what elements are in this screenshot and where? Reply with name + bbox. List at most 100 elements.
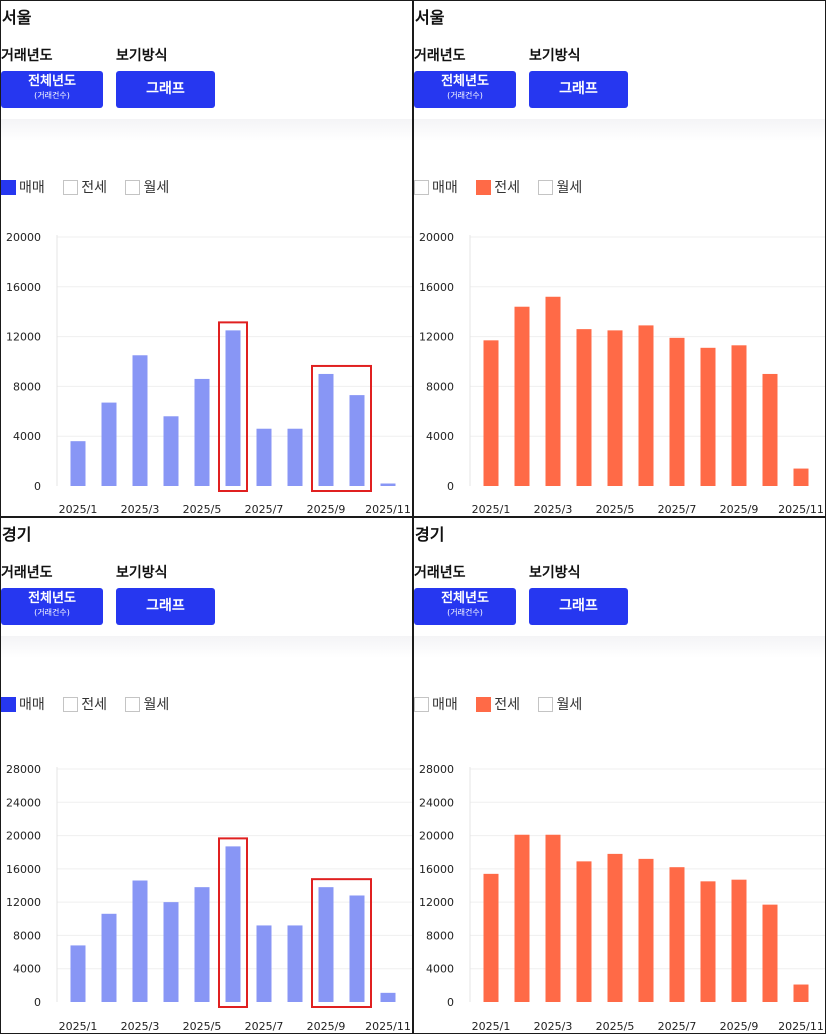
legend: 매매 전세 월세: [1, 177, 183, 197]
legend-item-jeonse[interactable]: 전세: [476, 177, 520, 197]
legend-label: 월세: [556, 180, 583, 196]
bar: [793, 468, 809, 486]
legend-item-sale[interactable]: 매매: [414, 177, 458, 197]
checkbox-icon[interactable]: [63, 697, 79, 712]
year-button-sublabel: (거래건수): [447, 91, 483, 100]
x-tick-label: 2025/9: [307, 1020, 346, 1033]
y-tick-label: 12000: [6, 331, 41, 344]
legend-label: 매매: [432, 697, 458, 713]
bar: [607, 330, 623, 486]
checkbox-icon[interactable]: [476, 697, 492, 712]
bar: [287, 925, 303, 1002]
legend-item-monthly[interactable]: 월세: [125, 694, 169, 714]
view-mode-button[interactable]: 그래프: [529, 71, 628, 108]
x-tick-label: 2025/1: [59, 503, 98, 516]
bar: [225, 846, 241, 1002]
legend-item-sale[interactable]: 매매: [1, 177, 45, 197]
legend-item-sale[interactable]: 매매: [1, 694, 45, 714]
bar: [256, 925, 272, 1002]
region-title: 서울: [2, 8, 32, 27]
checkbox-icon[interactable]: [63, 180, 79, 195]
x-tick-label: 2025/1: [59, 1020, 98, 1033]
checkbox-icon[interactable]: [476, 180, 492, 195]
bar: [762, 904, 778, 1002]
checkbox-icon[interactable]: [1, 697, 16, 712]
bar: [349, 895, 365, 1002]
chart-panel-gyeonggi-sale: 경기 거래년도 보기방식 전체년도 (거래건수) 그래프 매매 전세 월세 0 4…: [0, 517, 413, 1034]
bar: [318, 887, 334, 1002]
view-label: 보기방식: [529, 565, 581, 581]
y-tick-label: 4000: [426, 963, 454, 976]
legend-item-jeonse[interactable]: 전세: [63, 177, 107, 197]
legend-item-jeonse[interactable]: 전세: [63, 694, 107, 714]
year-button-sublabel: (거래건수): [447, 608, 483, 617]
y-tick-label: 0: [34, 996, 41, 1009]
y-tick-label: 16000: [6, 863, 41, 876]
view-mode-button[interactable]: 그래프: [116, 71, 215, 108]
y-tick-label: 0: [447, 996, 454, 1009]
y-tick-label: 8000: [13, 380, 41, 393]
year-button-label: 전체년도: [441, 591, 489, 606]
checkbox-icon[interactable]: [1, 180, 16, 195]
year-select-button[interactable]: 전체년도 (거래건수): [1, 71, 103, 108]
legend: 매매 전세 월세: [1, 694, 183, 714]
y-tick-label: 0: [34, 480, 41, 493]
x-tick-label: 2025/5: [596, 1020, 635, 1033]
x-tick-label: 2025/7: [245, 1020, 284, 1033]
bar: [483, 340, 499, 486]
year-select-button[interactable]: 전체년도 (거래건수): [1, 588, 103, 625]
bar: [576, 861, 592, 1002]
legend-item-jeonse[interactable]: 전세: [476, 694, 520, 714]
x-tick-label: 2025/3: [121, 503, 160, 516]
y-tick-label: 4000: [13, 430, 41, 443]
section-divider: [414, 636, 825, 658]
x-tick-label: 2025/9: [720, 503, 759, 516]
bar: [731, 879, 747, 1002]
checkbox-icon[interactable]: [125, 697, 141, 712]
chart-panel-seoul-jeonse: 서울 거래년도 보기방식 전체년도 (거래건수) 그래프 매매 전세 월세 0 4…: [413, 0, 826, 517]
legend-label: 월세: [143, 697, 170, 713]
bar-chart: 0 4000 8000 12000 16000 20000 24000 28000 2025/1…: [419, 763, 825, 1033]
region-title: 서울: [415, 8, 445, 27]
x-tick-label: 2025/3: [534, 1020, 573, 1033]
legend-label: 전세: [494, 697, 520, 713]
bar: [638, 858, 654, 1002]
x-tick-label: 2025/11: [365, 503, 411, 516]
x-tick-label: 2025/5: [596, 503, 635, 516]
bar: [669, 867, 685, 1002]
year-select-button[interactable]: 전체년도 (거래건수): [414, 71, 516, 108]
legend-label: 전세: [81, 697, 107, 713]
region-title: 경기: [415, 525, 445, 544]
x-tick-label: 2025/3: [121, 1020, 160, 1033]
legend-label: 월세: [556, 697, 583, 713]
bar: [256, 428, 272, 486]
bar: [318, 373, 334, 486]
y-tick-label: 16000: [419, 281, 454, 294]
checkbox-icon[interactable]: [414, 180, 429, 195]
x-tick-label: 2025/11: [778, 1020, 824, 1033]
year-select-button[interactable]: 전체년도 (거래건수): [414, 588, 516, 625]
bar-chart: 0 4000 8000 12000 16000 20000 2025/1 2025/3 2025…: [419, 231, 825, 516]
checkbox-icon[interactable]: [538, 180, 554, 195]
x-tick-label: 2025/11: [365, 1020, 411, 1033]
legend-item-monthly[interactable]: 월세: [538, 177, 582, 197]
highlight-box: [218, 837, 248, 1008]
view-mode-button[interactable]: 그래프: [116, 588, 215, 625]
section-divider: [1, 636, 412, 658]
section-divider: [414, 119, 825, 141]
checkbox-icon[interactable]: [538, 697, 554, 712]
legend-item-monthly[interactable]: 월세: [538, 694, 582, 714]
legend-item-monthly[interactable]: 월세: [125, 177, 169, 197]
legend-item-sale[interactable]: 매매: [414, 694, 458, 714]
y-tick-label: 8000: [426, 929, 454, 942]
bar: [194, 378, 210, 486]
legend-label: 전세: [81, 180, 107, 196]
bar: [225, 330, 241, 486]
legend-label: 매매: [19, 697, 45, 713]
view-mode-button[interactable]: 그래프: [529, 588, 628, 625]
y-tick-label: 24000: [6, 796, 41, 809]
checkbox-icon[interactable]: [125, 180, 141, 195]
checkbox-icon[interactable]: [414, 697, 429, 712]
bar: [349, 395, 365, 486]
bar: [762, 373, 778, 486]
